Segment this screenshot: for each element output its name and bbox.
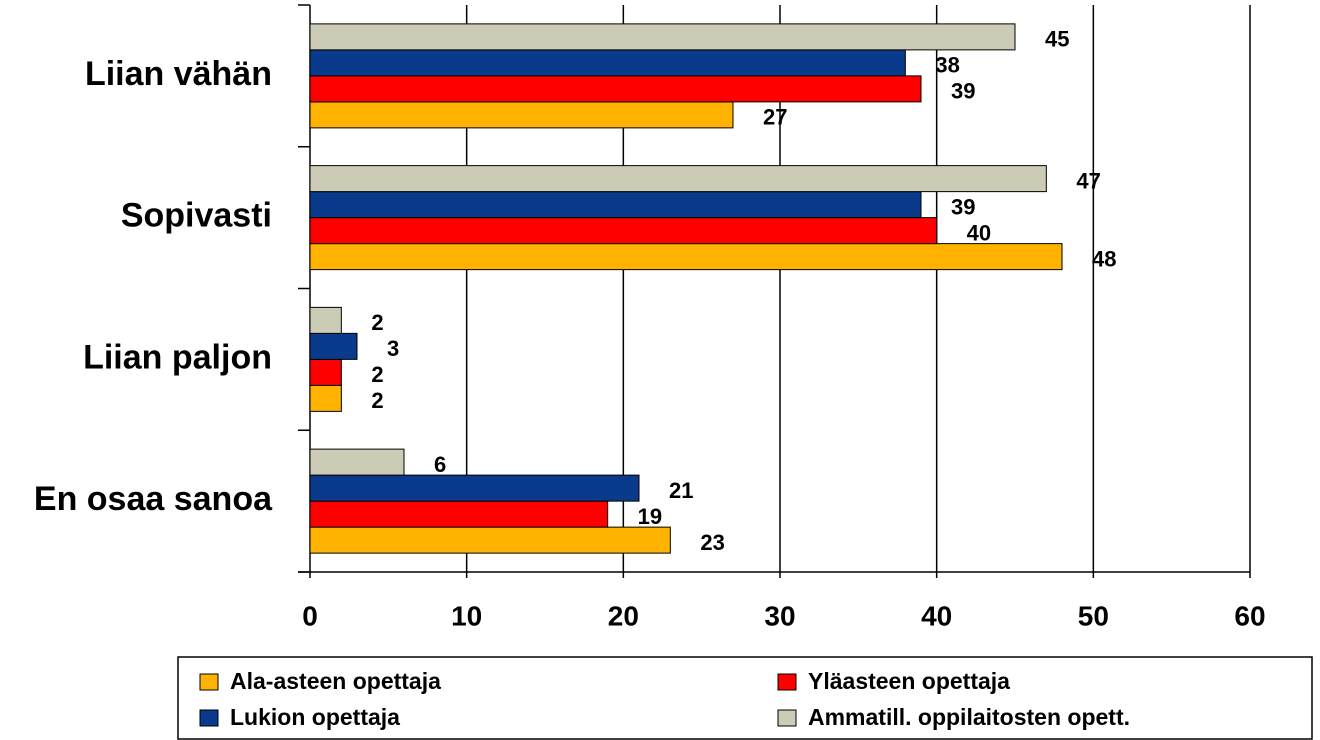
value-label: 3 [387, 336, 399, 361]
legend-label: Lukion opettaja [230, 704, 400, 730]
value-label: 19 [638, 504, 662, 529]
value-label: 2 [371, 310, 383, 335]
y-tick-label: Liian paljon [83, 338, 272, 376]
y-tick-label: En osaa sanoa [34, 480, 273, 518]
x-tick-label: 60 [1234, 600, 1265, 631]
legend-swatch [199, 673, 219, 691]
bar [309, 101, 734, 129]
value-label: 40 [967, 220, 991, 245]
x-tick-label: 10 [451, 600, 482, 631]
value-label: 39 [951, 79, 975, 104]
legend-label: Yläasteen opettaja [808, 668, 1010, 694]
value-label: 47 [1076, 168, 1100, 193]
bar [309, 165, 1047, 193]
bar [309, 306, 342, 334]
legend-box [177, 656, 1313, 740]
bar [309, 474, 640, 502]
value-label: 48 [1092, 246, 1116, 271]
bar [309, 191, 922, 219]
bar [309, 23, 1016, 51]
value-label: 27 [763, 105, 787, 130]
bar [309, 384, 342, 412]
x-tick-label: 20 [608, 600, 639, 631]
value-label: 39 [951, 194, 975, 219]
x-tick-label: 0 [302, 600, 318, 631]
bar [309, 49, 906, 77]
y-tick-label: Sopivasti [121, 197, 272, 235]
y-tick-label: Liian vähän [85, 55, 272, 93]
bar [309, 448, 405, 476]
bar [309, 500, 609, 528]
value-label: 38 [935, 53, 959, 78]
value-label: 23 [700, 530, 724, 555]
bar [309, 358, 342, 386]
legend-swatch [199, 709, 219, 727]
legend-swatch [777, 709, 797, 727]
value-label: 45 [1045, 27, 1069, 52]
x-tick-label: 50 [1078, 600, 1109, 631]
bar [309, 75, 922, 103]
legend-label: Ala-asteen opettaja [230, 668, 441, 694]
value-label: 21 [669, 478, 693, 503]
bar [309, 243, 1063, 271]
x-tick-label: 40 [921, 600, 952, 631]
bar [309, 332, 358, 360]
value-label: 2 [371, 388, 383, 413]
legend-label: Ammatill. oppilaitosten opett. [808, 704, 1130, 730]
bar [309, 526, 671, 554]
legend-swatch [777, 673, 797, 691]
value-label: 6 [434, 452, 446, 477]
value-label: 2 [371, 362, 383, 387]
bar [309, 217, 938, 245]
x-tick-label: 30 [764, 600, 795, 631]
